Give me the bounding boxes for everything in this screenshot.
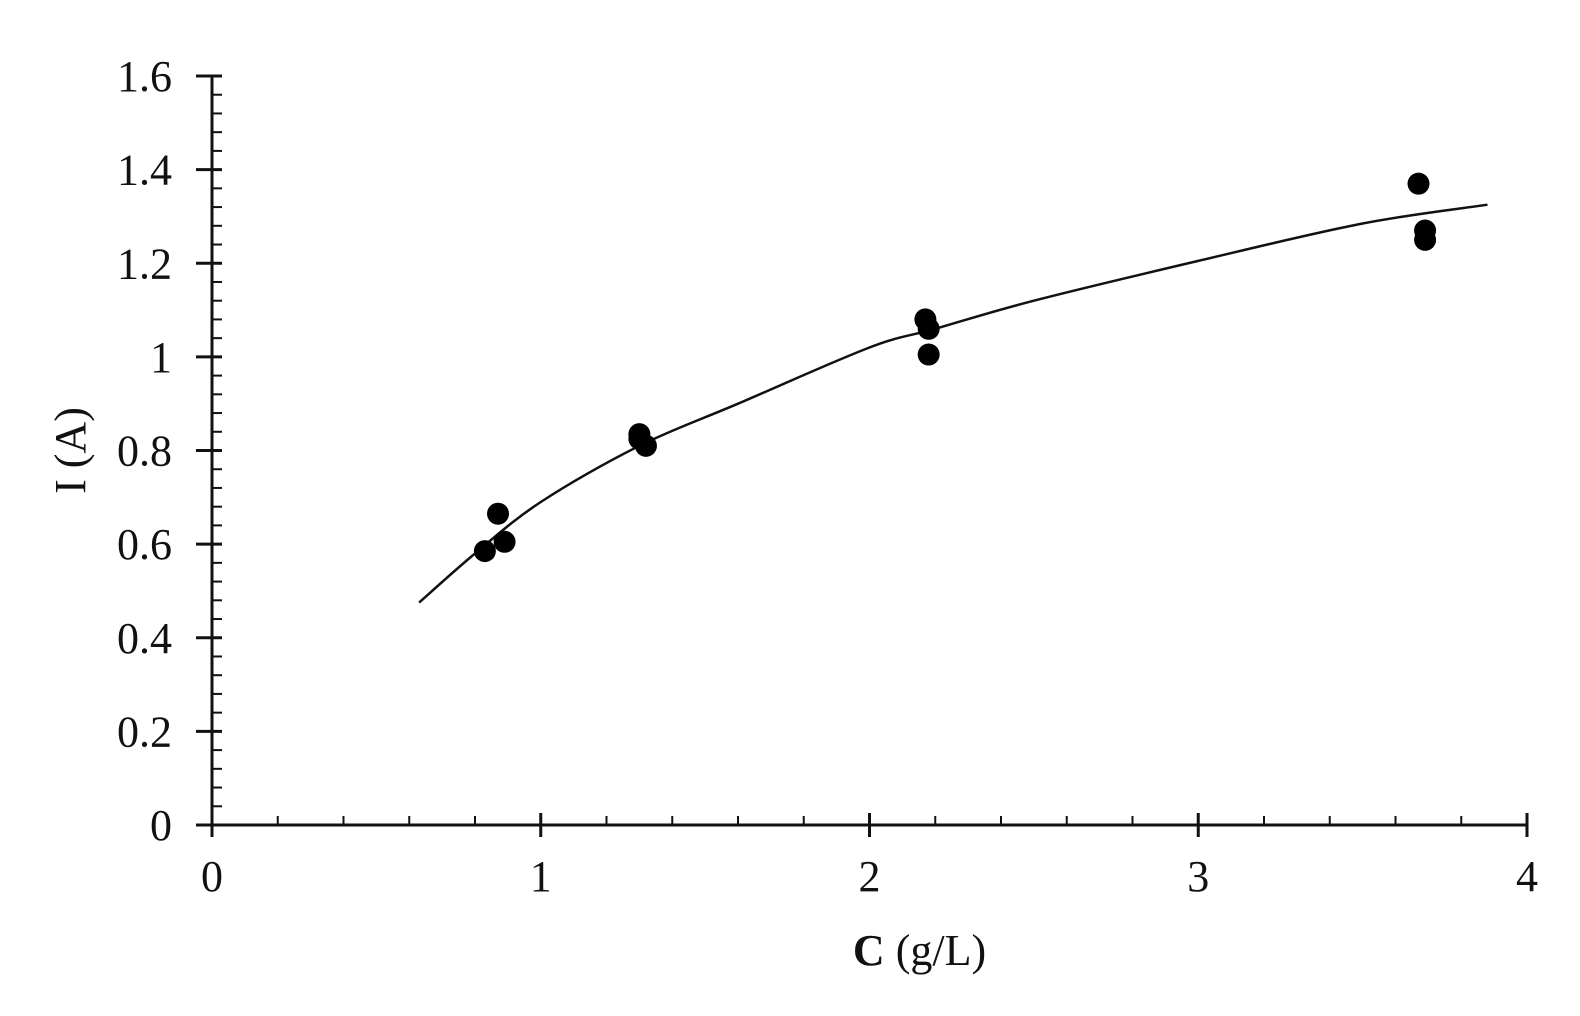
y-tick-label: 1 [150,333,172,382]
data-point [493,530,516,553]
y-tick-label: 0.4 [117,614,172,663]
minor-ticks [211,75,1528,826]
fit-curve [418,203,1488,604]
x-tick-label: 0 [201,852,223,901]
y-tick-label: 1.2 [117,239,172,288]
x-tick-label: 3 [1187,852,1209,901]
x-tick-label: 4 [1516,852,1538,901]
major-ticks [196,74,1529,837]
data-point [487,502,510,525]
x-tick-label: 2 [859,852,881,901]
y-tick-label: 0.6 [117,520,172,569]
data-point [634,434,657,457]
data-points [473,172,1437,563]
x-axis-title: C (g/L) [853,926,986,975]
data-point [917,343,940,366]
axes [210,76,1527,827]
y-tick-label: 1.6 [117,52,172,101]
data-point [917,317,940,340]
x-axis-title-unit: (g/L) [885,926,986,975]
y-tick-label: 0 [150,801,172,850]
y-tick-label: 1.4 [117,146,172,195]
y-tick-label: 0.8 [117,427,172,476]
y-axis-title: I (A) [46,407,95,494]
data-point [1407,172,1430,195]
y-tick-label: 0.2 [117,707,172,756]
x-tick-label: 1 [530,852,552,901]
data-point [1414,228,1437,251]
tick-labels: 0 1 2 3 4 0 0.2 0.4 0.6 0.8 1 1.2 1.4 1.6 [117,52,1538,901]
x-axis-title-bold: C [853,926,885,975]
data-point [473,540,496,563]
